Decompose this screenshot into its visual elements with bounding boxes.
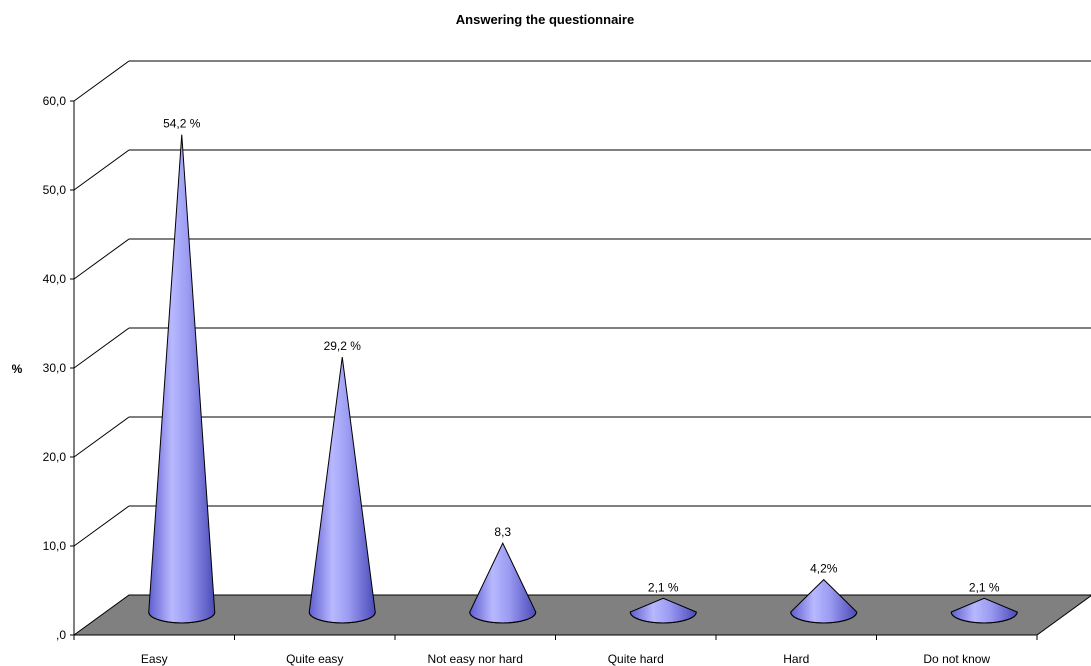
- data-label: 29,2 %: [324, 339, 362, 353]
- x-tick-label: Easy: [141, 652, 168, 666]
- gridline-side: [73, 60, 130, 102]
- gridline-side: [73, 416, 130, 458]
- floor-plane: [72, 594, 1091, 636]
- x-tick-label: Not easy nor hard: [428, 652, 523, 666]
- chart-title: Answering the questionnaire: [456, 12, 634, 27]
- gridline-side: [73, 238, 130, 280]
- x-tick-label: Hard: [783, 652, 809, 666]
- x-tick-label: Do not know: [923, 652, 990, 666]
- y-tick-label: 20,0: [43, 450, 67, 464]
- x-axis: Easy Quite easy Not easy nor hard Quite har…: [73, 634, 1038, 666]
- y-tick-label: 50,0: [43, 183, 67, 197]
- x-tick-label: Quite hard: [608, 652, 664, 666]
- chart-marks: [148, 134, 1018, 624]
- x-tick-label: Quite easy: [286, 652, 343, 666]
- y-tick-label: 10,0: [43, 539, 67, 553]
- gridline-side: [73, 327, 130, 369]
- cone-bar: [790, 578, 858, 624]
- chart-walls: [73, 60, 1091, 547]
- chart-floor: [72, 594, 1091, 636]
- cone-bar: [469, 541, 537, 624]
- data-label: 54,2 %: [163, 117, 201, 131]
- data-label: 4,2%: [810, 562, 838, 576]
- data-label: 2,1 %: [969, 580, 1000, 594]
- cone-bar: [629, 597, 697, 624]
- gridline-side: [73, 149, 130, 191]
- data-labels: 54,2 % 29,2 % 8,3 2,1 % 4,2% 2,1 %: [163, 117, 1000, 595]
- data-label: 8,3: [494, 525, 511, 539]
- y-axis-label: %: [12, 362, 23, 376]
- y-tick-label: 60,0: [43, 94, 67, 108]
- data-label: 2,1 %: [648, 580, 679, 594]
- cone-bar: [308, 357, 376, 624]
- y-tick-label: 40,0: [43, 272, 67, 286]
- cone-bar: [148, 134, 216, 624]
- gridline-side: [73, 505, 130, 547]
- y-axis: ,0 10,0 20,0 30,0 40,0 50,0 60,0: [43, 94, 75, 642]
- y-tick-label: ,0: [56, 628, 66, 642]
- y-tick-label: 30,0: [43, 361, 67, 375]
- cone-bar: [950, 597, 1018, 624]
